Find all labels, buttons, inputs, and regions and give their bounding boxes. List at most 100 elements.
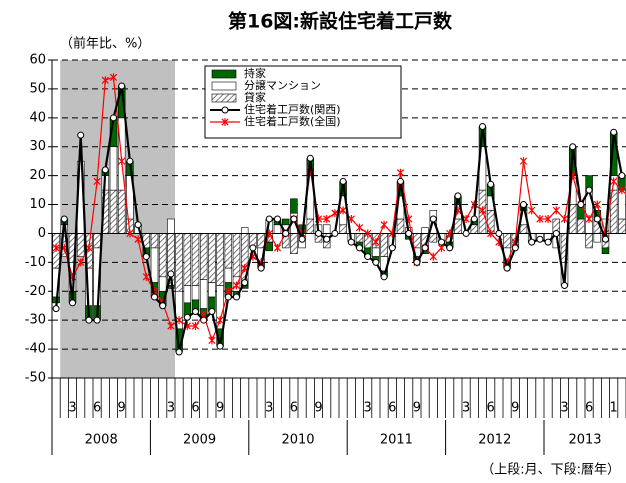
x-tick-label: 9 xyxy=(314,401,322,416)
point xyxy=(438,238,445,246)
bar xyxy=(618,189,626,220)
x-tick-label: 3 xyxy=(364,401,372,416)
x-tick-label: 9 xyxy=(118,401,126,416)
point xyxy=(323,235,331,243)
bar xyxy=(257,233,265,249)
y-tick-label: 60 xyxy=(29,53,46,68)
point xyxy=(552,229,560,237)
bar xyxy=(76,233,85,257)
point xyxy=(101,166,109,174)
point xyxy=(618,186,626,195)
point xyxy=(241,279,249,287)
point xyxy=(159,302,167,310)
point xyxy=(52,243,60,252)
bar xyxy=(568,204,577,234)
bar xyxy=(199,279,208,309)
bar xyxy=(281,218,290,226)
point xyxy=(536,215,544,223)
bar xyxy=(503,233,511,249)
bar xyxy=(519,224,528,234)
y-tick-label: 40 xyxy=(29,110,46,125)
bar xyxy=(224,233,233,269)
point xyxy=(602,235,609,243)
point xyxy=(224,293,232,301)
legend-label: 貸家 xyxy=(244,90,266,104)
point xyxy=(397,177,404,185)
point xyxy=(478,206,487,215)
point xyxy=(233,293,240,301)
point xyxy=(69,299,76,307)
bar xyxy=(150,247,159,283)
point xyxy=(298,235,306,243)
bar xyxy=(158,233,167,278)
point xyxy=(109,73,118,82)
point xyxy=(618,172,626,180)
point xyxy=(191,321,200,330)
point xyxy=(380,273,388,281)
bar xyxy=(109,146,118,191)
point xyxy=(388,244,396,252)
point xyxy=(519,157,528,166)
bar xyxy=(191,285,200,301)
point xyxy=(290,215,298,223)
x-tick-label: 6 xyxy=(388,401,396,416)
bar xyxy=(290,233,298,254)
x-tick-label: 3 xyxy=(462,401,470,416)
point xyxy=(323,215,331,223)
legend-box xyxy=(204,65,402,139)
legend-swatch xyxy=(211,69,237,79)
x-tick-label: 3 xyxy=(167,401,175,416)
point xyxy=(364,229,372,238)
note: （上段:月、下段:暦年） xyxy=(481,463,620,478)
bar xyxy=(577,218,585,234)
point xyxy=(487,180,495,188)
x-tick-label: 1 xyxy=(610,401,618,416)
point xyxy=(577,201,585,209)
y-tick-label: 0 xyxy=(38,226,46,241)
bar xyxy=(199,233,208,281)
point xyxy=(167,321,175,330)
bar xyxy=(175,233,183,292)
bar xyxy=(585,233,593,249)
year-label: 2012 xyxy=(478,433,511,448)
year-label: 2008 xyxy=(85,433,118,448)
point xyxy=(536,235,544,243)
point xyxy=(249,244,257,252)
point xyxy=(274,215,281,223)
bar xyxy=(273,224,282,234)
point xyxy=(528,238,536,246)
point xyxy=(421,244,429,252)
x-tick-label: 6 xyxy=(585,401,593,416)
point xyxy=(495,229,503,237)
legend-swatch xyxy=(211,81,237,91)
bar xyxy=(158,276,167,292)
bar xyxy=(109,189,118,234)
point xyxy=(208,336,216,345)
point xyxy=(208,308,216,316)
legend-swatch xyxy=(211,93,237,103)
point xyxy=(265,215,273,223)
bar xyxy=(167,218,175,234)
legend-label: 持家 xyxy=(244,66,266,80)
point xyxy=(282,229,290,237)
point xyxy=(110,114,117,122)
point xyxy=(93,316,101,324)
point xyxy=(118,82,126,90)
bar xyxy=(150,233,159,249)
bar xyxy=(183,285,192,304)
bar xyxy=(355,233,364,243)
bar xyxy=(372,247,380,257)
point xyxy=(142,272,150,281)
chart-title: 第16図:新設住宅着工戸数 xyxy=(228,10,453,33)
point xyxy=(60,215,68,223)
point xyxy=(200,316,208,324)
point xyxy=(142,253,150,261)
point xyxy=(405,229,413,237)
point xyxy=(544,238,552,246)
point xyxy=(429,252,437,261)
point xyxy=(520,201,527,209)
point xyxy=(77,258,85,267)
point xyxy=(306,154,314,162)
legend-marker xyxy=(221,106,229,114)
